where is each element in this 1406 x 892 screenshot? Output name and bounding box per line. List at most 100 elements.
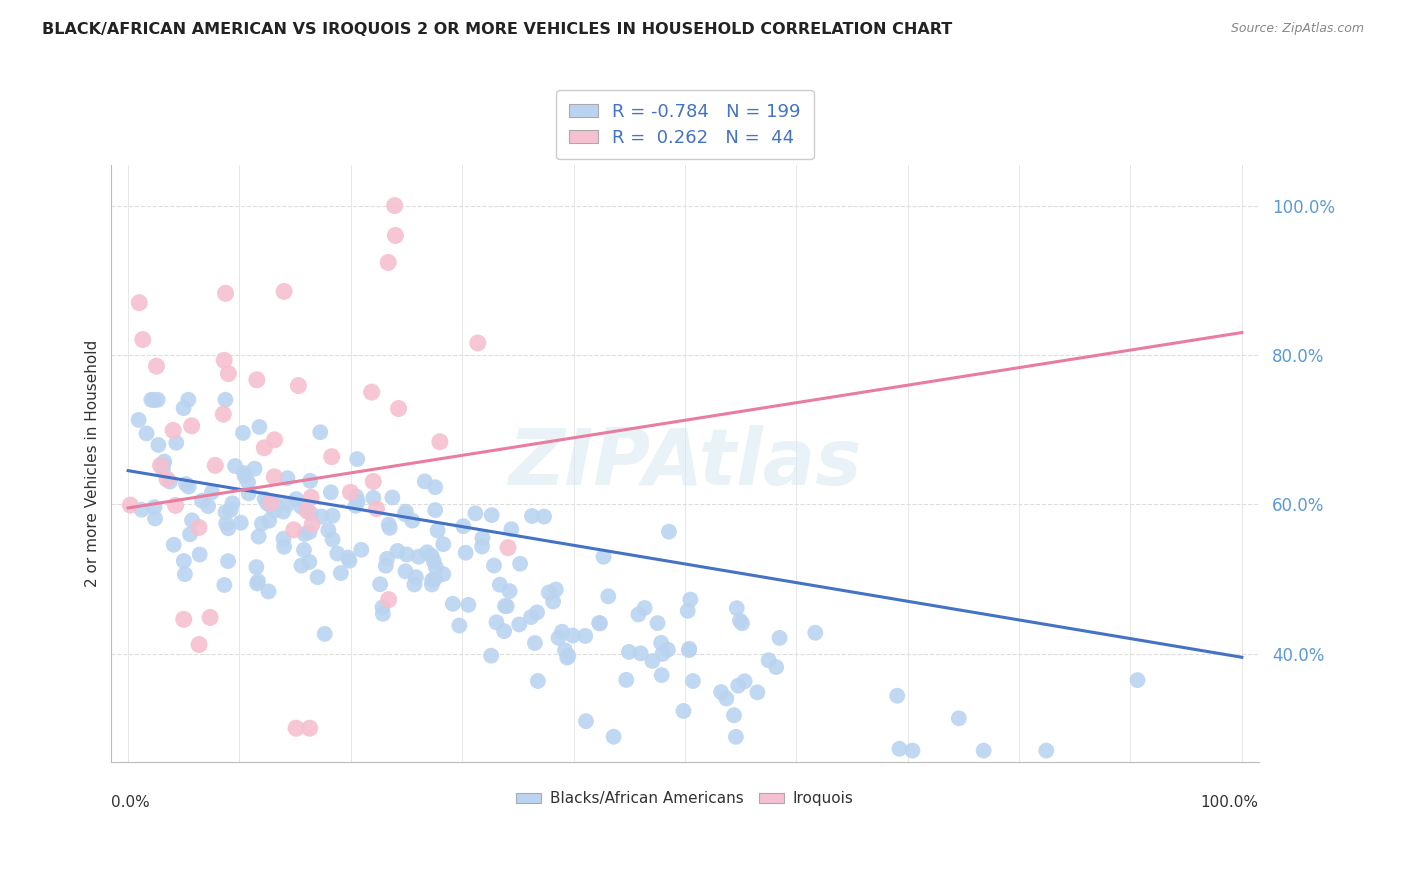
Point [152,462,174,476]
Point [165,499,187,513]
Point [387,401,409,416]
Point [336,550,359,565]
Point [173,554,195,568]
Point [344,499,367,513]
Point [541,594,564,608]
Text: BLACK/AFRICAN AMERICAN VS IROQUOIS 2 OR MORE VEHICLES IN HOUSEHOLD CORRELATION C: BLACK/AFRICAN AMERICAN VS IROQUOIS 2 OR … [42,22,952,37]
Point [464,506,486,520]
Point [294,527,316,541]
Point [363,491,385,505]
Point [253,491,276,506]
Point [290,558,312,573]
Point [217,554,239,568]
Point [527,673,550,688]
Point [725,601,748,615]
Point [420,577,443,591]
Point [561,628,583,642]
Point [551,624,574,639]
Point [329,566,352,580]
Point [633,601,655,615]
Point [768,631,790,645]
Point [482,558,505,573]
Point [188,520,211,534]
Point [627,607,650,622]
Y-axis label: 2 or more Vehicles in Household: 2 or more Vehicles in Household [86,340,100,587]
Point [322,508,344,523]
Point [135,426,157,441]
Text: Source: ZipAtlas.com: Source: ZipAtlas.com [1230,22,1364,36]
Point [471,531,494,545]
Point [426,524,449,538]
Point [277,497,299,511]
Legend: R = -0.784   N = 199, R =  0.262   N =  44: R = -0.784 N = 199, R = 0.262 N = 44 [557,90,814,160]
Point [366,501,388,516]
Point [401,514,423,528]
Point [298,721,321,735]
Point [496,541,519,555]
Point [804,625,827,640]
Point [395,548,418,562]
Point [724,730,747,744]
Point [378,521,401,535]
Point [508,617,530,632]
Point [948,711,970,725]
Point [307,570,329,584]
Point [247,420,270,434]
Point [734,674,756,689]
Point [498,584,520,599]
Point [273,285,295,299]
Point [201,485,224,500]
Point [143,511,166,525]
Point [575,714,598,729]
Point [221,496,243,510]
Point [346,494,368,508]
Point [494,624,516,639]
Point [321,450,343,464]
Point [479,648,502,663]
Point [429,434,451,449]
Point [658,524,681,539]
Point [292,543,315,558]
Point [425,560,447,574]
Point [264,497,287,511]
Point [416,545,439,559]
Point [544,582,567,597]
Point [321,533,343,547]
Point [148,438,170,452]
Point [142,393,165,408]
Point [520,508,543,523]
Point [765,660,787,674]
Point [368,577,391,591]
Point [159,475,181,489]
Point [413,475,436,489]
Point [319,485,342,500]
Point [128,413,150,427]
Point [188,638,211,652]
Point [481,508,503,522]
Point [197,499,219,513]
Point [371,607,394,621]
Point [177,480,200,494]
Point [617,645,640,659]
Point [592,549,614,564]
Point [283,523,305,537]
Point [377,517,399,532]
Point [181,513,204,527]
Point [384,228,406,243]
Point [198,610,221,624]
Point [381,491,404,505]
Point [526,606,548,620]
Point [384,199,406,213]
Point [679,592,702,607]
Point [555,650,578,665]
Point [177,392,200,407]
Point [432,537,454,551]
Point [889,741,911,756]
Point [257,584,280,599]
Point [298,524,321,539]
Point [217,521,239,535]
Point [554,643,576,657]
Point [256,496,278,510]
Point [488,577,510,591]
Point [509,557,531,571]
